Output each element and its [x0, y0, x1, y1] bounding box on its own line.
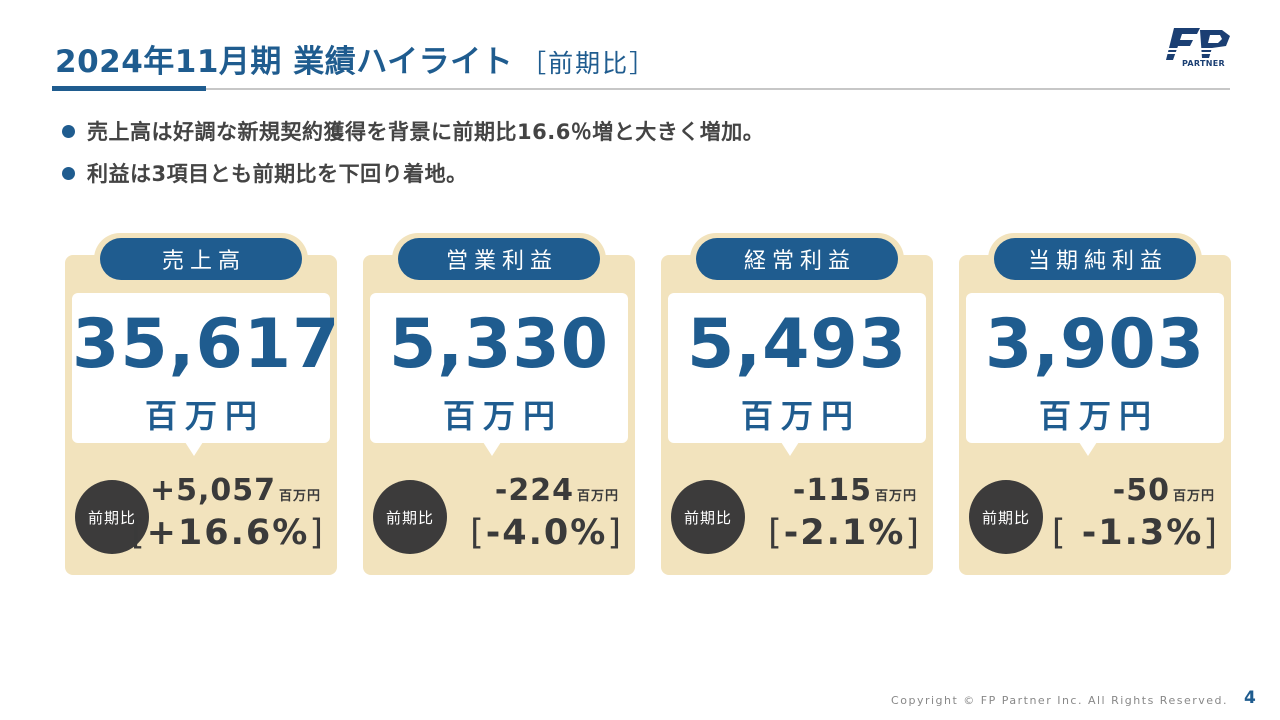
kpi-card-tab: 経常利益	[690, 233, 904, 285]
copyright-footer: Copyright © FP Partner Inc. All Rights R…	[891, 694, 1228, 707]
kpi-card-tab: 売上高	[94, 233, 308, 285]
kpi-diff-value: -115	[792, 473, 872, 508]
kpi-pct-value: -4.0%	[485, 513, 608, 553]
speech-pointer	[483, 442, 501, 456]
kpi-diff-unit: 百万円	[874, 489, 917, 504]
kpi-unit: 百万円	[1038, 397, 1159, 435]
page-subtitle: ［前期比］	[521, 49, 657, 78]
bullet-item: 売上高は好調な新規契約獲得を背景に前期比16.6％増と大きく増加。	[62, 114, 764, 148]
bullet-item: 利益は3項目とも前期比を下回り着地。	[62, 156, 764, 190]
kpi-pct-value: -2.1%	[783, 513, 906, 553]
kpi-value: 5,493	[686, 305, 908, 384]
title-divider	[52, 88, 1230, 90]
bullet-text: 売上高は好調な新規契約獲得を背景に前期比16.6％増と大きく増加。	[87, 120, 765, 144]
company-logo: PARTNER	[1160, 24, 1236, 72]
kpi-unit: 百万円	[144, 397, 265, 435]
kpi-card-tab: 営業利益	[392, 233, 606, 285]
kpi-card-net-income: 当期純利益 3,903 百万円 前期比 -50 百万円 [ -1.3%]	[959, 233, 1231, 575]
bullet-list: 売上高は好調な新規契約獲得を背景に前期比16.6％増と大きく増加。 利益は3項目…	[62, 114, 764, 198]
kpi-card-label: 営業利益	[398, 238, 600, 280]
kpi-diff: -115 百万円	[793, 473, 917, 508]
kpi-diff-value: -50	[1112, 473, 1170, 508]
kpi-diff: +5,057 百万円	[150, 473, 321, 508]
yoy-badge: 前期比	[373, 480, 447, 554]
speech-pointer	[185, 442, 203, 456]
kpi-pct: [ -1.3%]	[1051, 513, 1219, 553]
kpi-pct: [-4.0%]	[470, 513, 623, 553]
kpi-value-box: 5,330 百万円	[370, 293, 628, 443]
kpi-card-label: 売上高	[100, 238, 302, 280]
kpi-card-label: 当期純利益	[994, 238, 1196, 280]
logo-text: PARTNER	[1182, 59, 1225, 68]
kpi-pct-value: +16.6%	[146, 513, 310, 553]
page-title-text: 2024年11月期 業績ハイライト	[55, 44, 514, 80]
kpi-diff-value: -224	[494, 473, 574, 508]
kpi-pct: [+16.6%]	[130, 513, 325, 553]
yoy-badge: 前期比	[969, 480, 1043, 554]
bullet-dot-icon	[62, 166, 75, 180]
kpi-card-operating-profit: 営業利益 5,330 百万円 前期比 -224 百万円 [-4.0%]	[363, 233, 635, 575]
kpi-pct-value: -1.3%	[1067, 513, 1204, 553]
speech-pointer	[1079, 442, 1097, 456]
title-divider-accent	[52, 86, 206, 91]
kpi-diff-unit: 百万円	[1172, 489, 1215, 504]
kpi-diff-value: +5,057	[149, 473, 276, 508]
kpi-card-label: 経常利益	[696, 238, 898, 280]
kpi-value-box: 5,493 百万円	[668, 293, 926, 443]
kpi-diff: -50 百万円	[1113, 473, 1215, 508]
kpi-card-tab: 当期純利益	[988, 233, 1202, 285]
kpi-value-box: 3,903 百万円	[966, 293, 1224, 443]
kpi-value: 5,330	[388, 305, 610, 384]
kpi-unit: 百万円	[740, 397, 861, 435]
kpi-value: 3,903	[984, 305, 1206, 384]
bullet-dot-icon	[62, 124, 75, 138]
yoy-badge: 前期比	[75, 480, 149, 554]
kpi-value-box: 35,617 百万円	[72, 293, 341, 443]
speech-pointer	[781, 442, 799, 456]
kpi-unit: 百万円	[442, 397, 563, 435]
kpi-diff-unit: 百万円	[278, 489, 321, 504]
kpi-card-sales: 売上高 35,617 百万円 前期比 +5,057 百万円 [+16.6%]	[65, 233, 341, 575]
fp-logo-icon	[1164, 28, 1230, 60]
yoy-badge: 前期比	[671, 480, 745, 554]
kpi-diff: -224 百万円	[495, 473, 619, 508]
page-title: 2024年11月期 業績ハイライト ［前期比］	[55, 36, 656, 81]
kpi-pct: [-2.1%]	[768, 513, 921, 553]
kpi-diff-unit: 百万円	[576, 489, 619, 504]
bullet-text: 利益は3項目とも前期比を下回り着地。	[87, 162, 468, 186]
kpi-card-ordinary-profit: 経常利益 5,493 百万円 前期比 -115 百万円 [-2.1%]	[661, 233, 933, 575]
page-number: 4	[1244, 688, 1256, 708]
kpi-value: 35,617	[72, 305, 341, 384]
